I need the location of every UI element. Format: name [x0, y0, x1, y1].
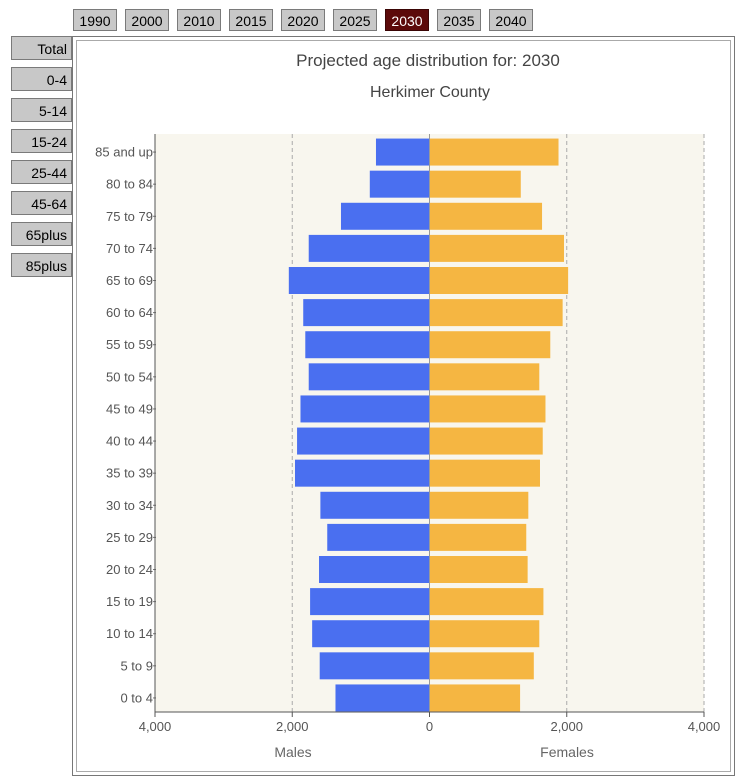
male-bar-3	[308, 234, 430, 262]
male-bar-7	[308, 363, 430, 391]
x-tick-label: 4,000	[139, 719, 172, 734]
male-bar-4	[288, 267, 430, 294]
age-label: 40 to 44	[106, 434, 153, 449]
age-label: 5 to 9	[120, 658, 153, 673]
male-bar-15	[312, 620, 430, 648]
age-label: 70 to 74	[106, 241, 153, 256]
male-bar-8	[300, 395, 430, 423]
category-button-45-64[interactable]: 45-64	[11, 191, 72, 215]
female-bar-7	[429, 363, 540, 391]
age-label: 10 to 14	[106, 626, 153, 641]
age-label: 0 to 4	[120, 690, 153, 705]
male-bar-11	[320, 491, 430, 519]
male-bar-9	[297, 427, 430, 455]
age-label: 15 to 19	[106, 594, 153, 609]
year-button-2010[interactable]: 2010	[177, 9, 221, 31]
female-bar-16	[429, 652, 534, 680]
female-bar-2	[429, 202, 543, 230]
female-bar-14	[429, 588, 544, 616]
age-label: 25 to 29	[106, 530, 153, 545]
age-label: 55 to 59	[106, 337, 153, 352]
female-bar-8	[429, 395, 546, 423]
year-button-2040[interactable]: 2040	[489, 9, 533, 31]
female-bar-12	[429, 523, 527, 551]
age-label: 85 and up	[95, 145, 153, 160]
female-bar-10	[429, 459, 540, 487]
chart-title: Projected age distribution for: 2030	[296, 51, 560, 70]
female-bar-17	[429, 684, 521, 712]
year-button-2035[interactable]: 2035	[437, 9, 481, 31]
male-bar-10	[294, 459, 430, 487]
chart-inner-border	[76, 40, 731, 772]
male-bar-5	[303, 299, 430, 327]
female-bar-3	[429, 234, 565, 262]
male-bar-16	[319, 652, 430, 680]
category-button-total[interactable]: Total	[11, 36, 72, 60]
category-button-0-4[interactable]: 0-4	[11, 67, 72, 91]
male-bar-17	[335, 684, 430, 712]
x-tick-label: 4,000	[688, 719, 721, 734]
age-label: 75 to 79	[106, 209, 153, 224]
category-button-5-14[interactable]: 5-14	[11, 98, 72, 122]
female-bar-13	[429, 556, 528, 583]
year-button-2030[interactable]: 2030	[385, 9, 429, 31]
age-label: 35 to 39	[106, 466, 153, 481]
year-button-1990[interactable]: 1990	[73, 9, 117, 31]
female-bar-9	[429, 427, 543, 455]
age-label: 60 to 64	[106, 305, 153, 320]
male-bar-2	[340, 202, 430, 230]
male-bar-1	[369, 170, 430, 198]
x-axis-label-females: Females	[540, 744, 594, 760]
category-button-85plus[interactable]: 85plus	[11, 253, 72, 277]
female-bar-11	[429, 491, 529, 519]
year-button-2025[interactable]: 2025	[333, 9, 377, 31]
male-bar-13	[319, 556, 430, 583]
male-bar-6	[305, 331, 430, 359]
year-button-2020[interactable]: 2020	[281, 9, 325, 31]
female-bar-15	[429, 620, 540, 648]
male-bar-14	[310, 588, 430, 616]
x-tick-label: 0	[426, 719, 433, 734]
female-bar-5	[429, 299, 563, 327]
male-bar-0	[375, 138, 430, 166]
x-axis-label-males: Males	[274, 744, 311, 760]
female-bar-1	[429, 170, 521, 198]
age-label: 45 to 49	[106, 401, 153, 416]
female-bar-6	[429, 331, 551, 359]
female-bar-4	[429, 267, 569, 294]
chart-subtitle: Herkimer County	[370, 84, 490, 101]
x-tick-label: 2,000	[276, 719, 309, 734]
male-bar-12	[327, 523, 430, 551]
age-label: 30 to 34	[106, 498, 153, 513]
x-tick-label: 2,000	[550, 719, 583, 734]
year-button-2015[interactable]: 2015	[229, 9, 273, 31]
category-button-25-44[interactable]: 25-44	[11, 160, 72, 184]
female-bar-0	[429, 138, 559, 166]
category-button-15-24[interactable]: 15-24	[11, 129, 72, 153]
age-label: 20 to 24	[106, 562, 153, 577]
age-label: 80 to 84	[106, 177, 153, 192]
category-button-65plus[interactable]: 65plus	[11, 222, 72, 246]
year-button-2000[interactable]: 2000	[125, 9, 169, 31]
age-label: 65 to 69	[106, 273, 153, 288]
age-label: 50 to 54	[106, 369, 153, 384]
